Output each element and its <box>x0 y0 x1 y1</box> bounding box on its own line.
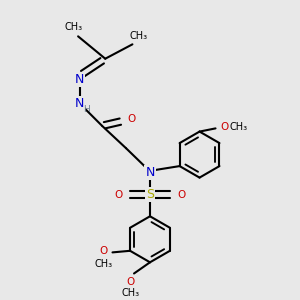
Text: N: N <box>75 73 84 86</box>
Text: CH₃: CH₃ <box>230 122 247 132</box>
Text: O: O <box>127 278 135 287</box>
Text: N: N <box>75 97 84 110</box>
Text: O: O <box>128 114 136 124</box>
Text: H: H <box>83 105 90 114</box>
Text: CH₃: CH₃ <box>122 288 140 298</box>
Text: O: O <box>220 122 229 132</box>
Text: CH₃: CH₃ <box>130 31 148 41</box>
Text: O: O <box>114 190 122 200</box>
Text: CH₃: CH₃ <box>94 259 112 269</box>
Text: N: N <box>145 166 155 179</box>
Text: O: O <box>178 190 186 200</box>
Text: CH₃: CH₃ <box>64 22 83 32</box>
Text: O: O <box>99 246 108 256</box>
Text: S: S <box>146 188 154 201</box>
